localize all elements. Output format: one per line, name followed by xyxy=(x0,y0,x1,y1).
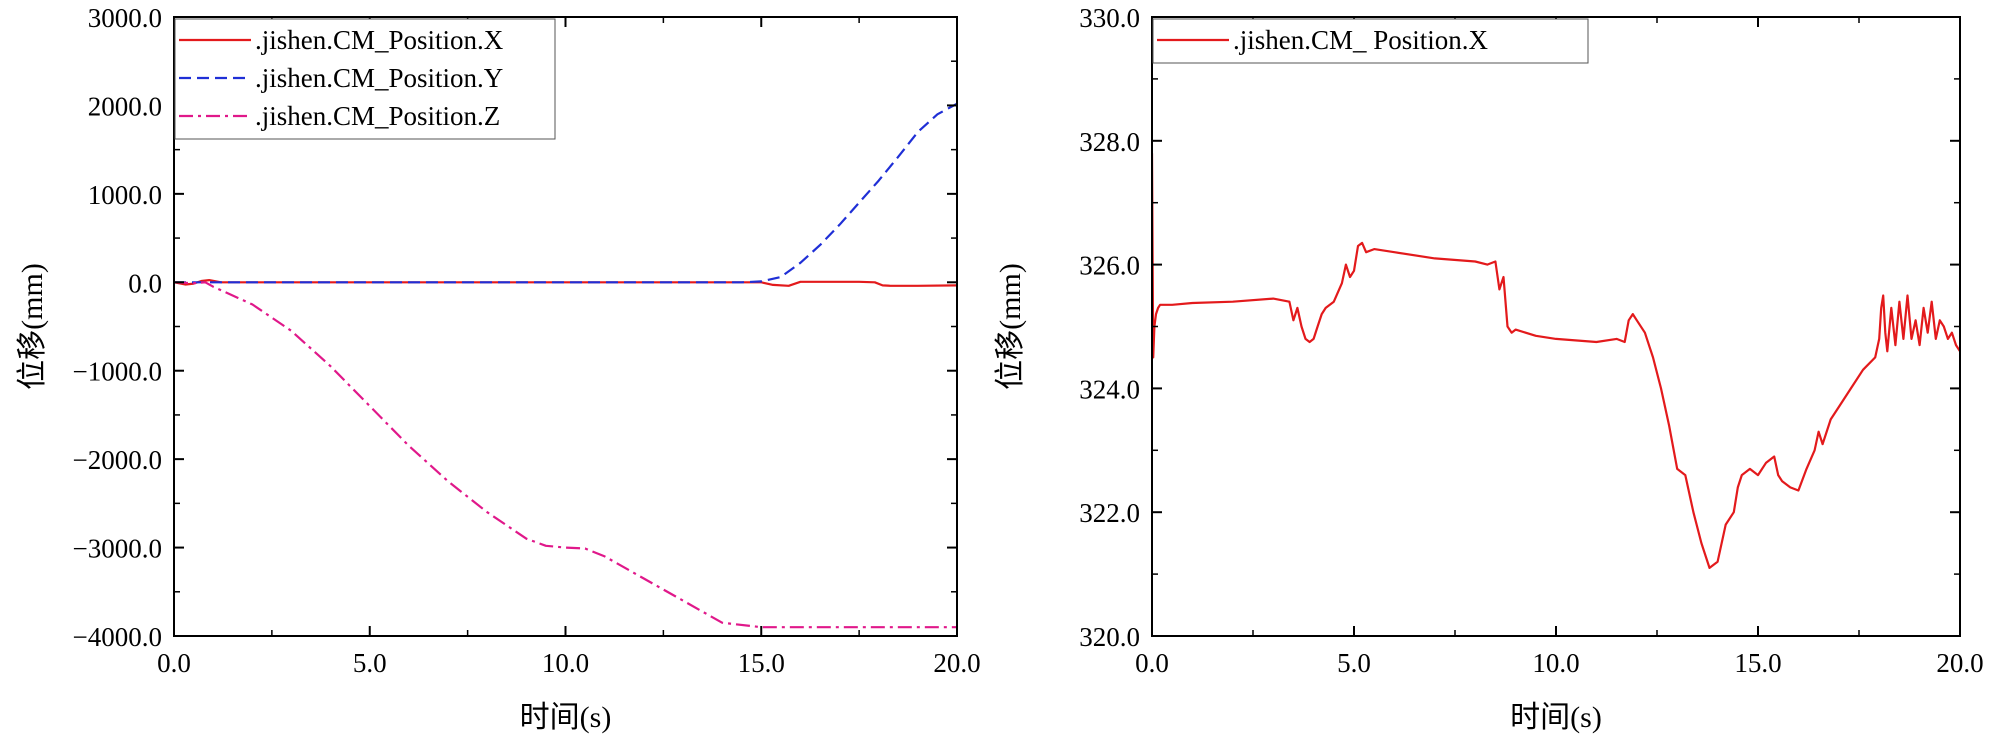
legend-label-1: .jishen.CM_Position.X xyxy=(255,25,504,55)
series-line-2 xyxy=(174,102,957,284)
y-tick-label: −4000.0 xyxy=(73,622,162,652)
x-tick-label: 5.0 xyxy=(353,648,387,678)
y-tick-label: 330.0 xyxy=(1079,3,1140,33)
x-tick-label: 10.0 xyxy=(542,648,589,678)
legend-label-3: .jishen.CM_Position.Z xyxy=(255,101,500,131)
legend-label-2: .jishen.CM_Position.Y xyxy=(255,63,503,93)
y-tick-label: 320.0 xyxy=(1079,622,1140,652)
y-tick-label: 326.0 xyxy=(1079,251,1140,281)
series-line-3 xyxy=(174,281,957,629)
y-tick-label: 3000.0 xyxy=(88,3,162,33)
left-chart: 0.0 5.0 10.0 15.0 20.03000.02000.01000.00.0−… xyxy=(16,3,981,734)
y-tick-label: −3000.0 xyxy=(73,534,162,564)
y-tick-label: 2000.0 xyxy=(88,91,162,121)
series-line-1 xyxy=(1152,153,1960,570)
legend-label-1: .jishen.CM_ Position.X xyxy=(1233,25,1489,55)
x-axis-label: 时间(s) xyxy=(520,701,612,734)
x-tick-label: 20.0 xyxy=(1936,648,1983,678)
x-tick-label: 15.0 xyxy=(1734,648,1781,678)
y-tick-label: 322.0 xyxy=(1079,498,1140,528)
plot-frame xyxy=(1151,16,1961,637)
y-axis-label: 位移(mm) xyxy=(994,263,1027,390)
right-chart: 0.0 5.0 10.0 15.0 20.0 330.0 328.0 326.0 324.0 32… xyxy=(994,3,1984,734)
y-axis-label: 位移(mm) xyxy=(16,263,49,390)
y-tick-label: 324.0 xyxy=(1079,374,1140,404)
y-tick-label: −2000.0 xyxy=(73,445,162,475)
x-tick-label: 5.0 xyxy=(1337,648,1371,678)
x-tick-label: 0.0 xyxy=(157,648,191,678)
y-tick-label: 1000.0 xyxy=(88,180,162,210)
y-tick-label: 328.0 xyxy=(1079,127,1140,157)
x-tick-label: 20.0 xyxy=(933,648,980,678)
x-tick-label: 0.0 xyxy=(1135,648,1169,678)
x-axis-label: 时间(s) xyxy=(1510,701,1602,734)
x-tick-label: 15.0 xyxy=(738,648,785,678)
x-tick-label: 10.0 xyxy=(1532,648,1579,678)
y-tick-label: −1000.0 xyxy=(73,357,162,387)
y-tick-label: 0.0 xyxy=(128,268,162,298)
